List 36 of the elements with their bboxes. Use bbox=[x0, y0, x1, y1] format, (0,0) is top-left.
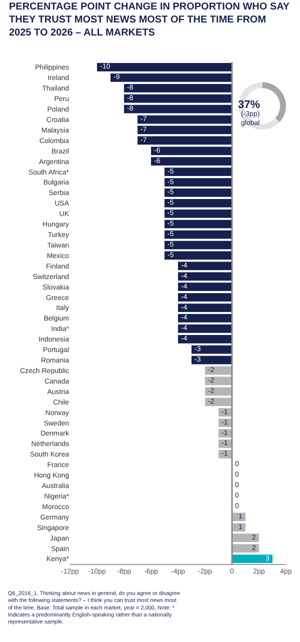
bar bbox=[232, 554, 272, 563]
donut-slice bbox=[262, 82, 286, 122]
bar bbox=[124, 94, 232, 103]
bar bbox=[97, 63, 232, 72]
bar bbox=[232, 534, 259, 542]
bar bbox=[138, 115, 232, 124]
bar bbox=[178, 314, 232, 322]
bar bbox=[151, 157, 232, 166]
bar bbox=[178, 334, 232, 344]
chart-title: PERCENTAGE POINT CHANGE IN PROPORTION WHO SAY THEY TRUST MOST NEWS MOST OF THE TIME FROM 2025 TO 2026 – ALL MARKETS bbox=[9, 2, 290, 39]
bar bbox=[192, 356, 232, 364]
bar bbox=[110, 74, 232, 82]
bar bbox=[164, 251, 232, 260]
bar bbox=[164, 188, 232, 197]
bar bbox=[164, 240, 232, 250]
bar bbox=[192, 345, 232, 354]
bar bbox=[164, 168, 232, 176]
bar bbox=[164, 230, 232, 239]
annotation: 37% bbox=[238, 99, 260, 111]
bar bbox=[164, 220, 232, 228]
bar bbox=[164, 178, 232, 186]
bar bbox=[205, 398, 232, 406]
bar bbox=[151, 146, 232, 156]
bar bbox=[138, 136, 232, 145]
bar bbox=[124, 104, 232, 114]
bar bbox=[178, 293, 232, 302]
bar bbox=[164, 199, 232, 208]
bar bbox=[178, 262, 232, 270]
bar bbox=[178, 272, 232, 281]
bar bbox=[164, 209, 232, 218]
bar bbox=[124, 84, 232, 92]
bar bbox=[178, 304, 232, 312]
bar bbox=[178, 324, 232, 333]
bar bbox=[178, 282, 232, 292]
bar bbox=[138, 126, 232, 134]
bar bbox=[232, 544, 259, 552]
